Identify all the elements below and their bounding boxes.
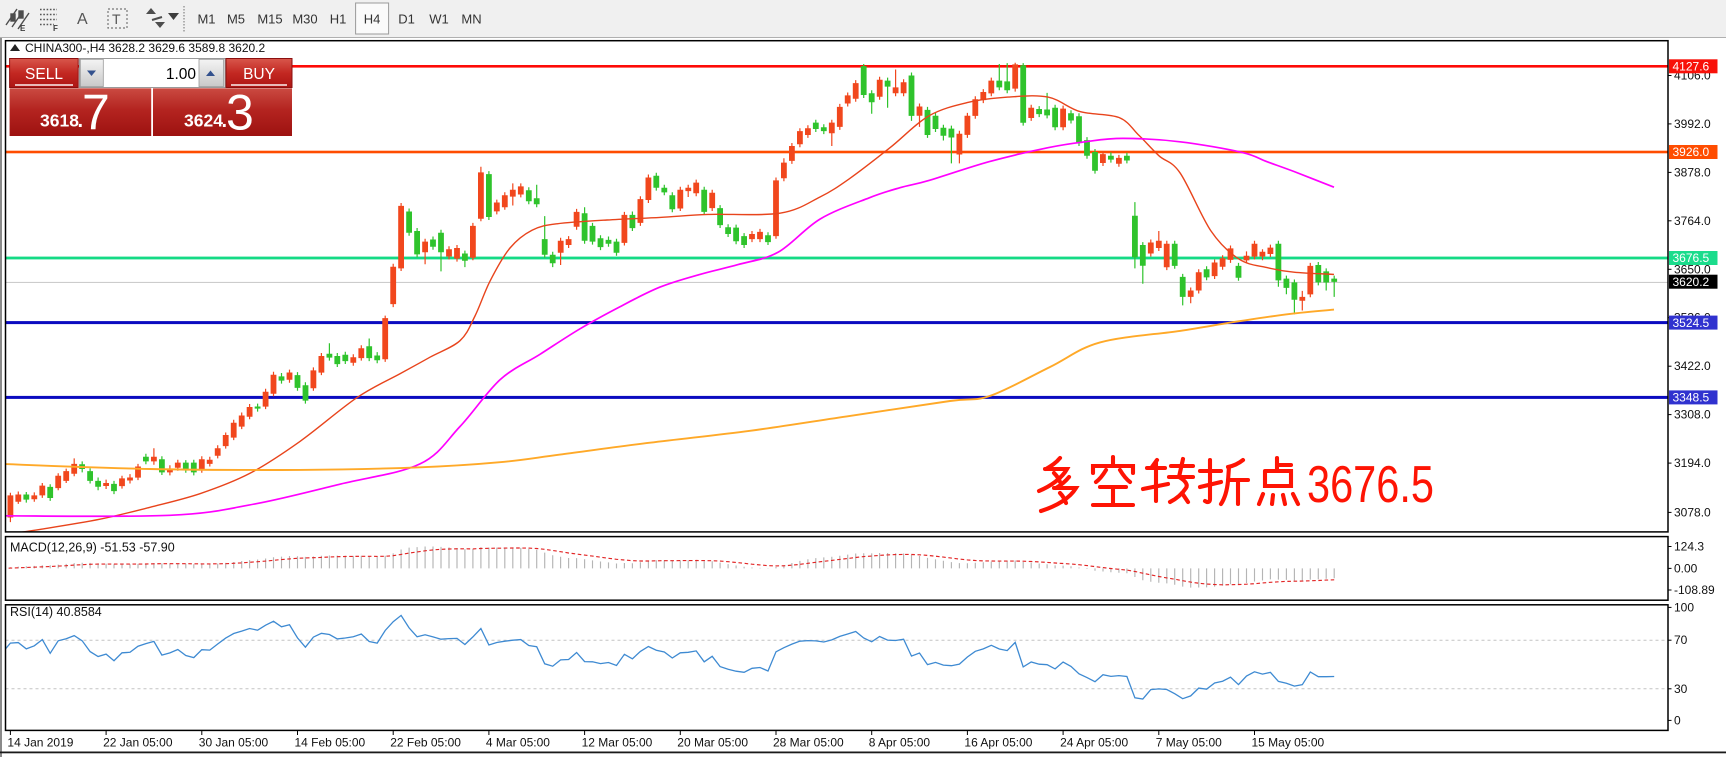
svg-text:3764.0: 3764.0 [1674, 214, 1711, 228]
svg-text:14 Jan 2019: 14 Jan 2019 [7, 736, 73, 750]
svg-text:T: T [112, 11, 121, 27]
svg-text:M5: M5 [227, 12, 245, 27]
svg-text:8 Apr 05:00: 8 Apr 05:00 [869, 736, 931, 750]
svg-text:.: . [222, 110, 228, 132]
svg-text:3878.0: 3878.0 [1674, 165, 1711, 179]
svg-text:3676.5: 3676.5 [1673, 251, 1710, 265]
svg-text:0: 0 [1674, 713, 1681, 727]
svg-text:4127.6: 4127.6 [1673, 60, 1710, 74]
svg-text:.: . [78, 110, 84, 132]
svg-text:28 Mar 05:00: 28 Mar 05:00 [773, 736, 844, 750]
svg-text:3676.5: 3676.5 [1307, 456, 1434, 514]
svg-text:F: F [53, 24, 58, 33]
svg-text:3078.0: 3078.0 [1674, 505, 1711, 519]
svg-text:124.3: 124.3 [1674, 540, 1704, 554]
svg-text:0.00: 0.00 [1674, 561, 1698, 575]
svg-text:4 Mar 05:00: 4 Mar 05:00 [486, 736, 550, 750]
svg-text:3524.5: 3524.5 [1673, 316, 1710, 330]
svg-text:3348.5: 3348.5 [1673, 391, 1710, 405]
svg-text:W1: W1 [429, 12, 449, 27]
svg-text:D1: D1 [398, 12, 415, 27]
svg-text:12 Mar 05:00: 12 Mar 05:00 [582, 736, 653, 750]
svg-text:MACD(12,26,9) -51.53 -57.90: MACD(12,26,9) -51.53 -57.90 [10, 541, 175, 555]
svg-text:3194.0: 3194.0 [1674, 456, 1711, 470]
svg-text:7: 7 [82, 85, 110, 141]
svg-text:100: 100 [1674, 600, 1694, 614]
svg-text:BUY: BUY [243, 66, 275, 83]
svg-text:7 May 05:00: 7 May 05:00 [1156, 736, 1222, 750]
svg-text:H1: H1 [330, 12, 347, 27]
svg-text:30 Jan 05:00: 30 Jan 05:00 [199, 736, 269, 750]
svg-text:3: 3 [226, 85, 254, 141]
svg-text:3618: 3618 [40, 111, 79, 131]
svg-text:22 Feb 05:00: 22 Feb 05:00 [390, 736, 461, 750]
svg-text:M15: M15 [257, 12, 282, 27]
svg-text:14 Feb 05:00: 14 Feb 05:00 [295, 736, 366, 750]
svg-text:-108.89: -108.89 [1674, 583, 1715, 597]
svg-text:30: 30 [1674, 682, 1688, 696]
svg-text:3624: 3624 [184, 111, 223, 131]
svg-text:3308.0: 3308.0 [1674, 408, 1711, 422]
svg-text:RSI(14) 40.8584: RSI(14) 40.8584 [10, 605, 102, 619]
svg-text:A: A [77, 11, 88, 28]
svg-text:15 May 05:00: 15 May 05:00 [1252, 736, 1325, 750]
svg-text:3422.0: 3422.0 [1674, 359, 1711, 373]
svg-text:3926.0: 3926.0 [1673, 145, 1710, 159]
svg-text:3650.0: 3650.0 [1674, 262, 1711, 276]
svg-text:22 Jan 05:00: 22 Jan 05:00 [103, 736, 173, 750]
svg-text:CHINA300-,H4 3628.2 3629.6 35: CHINA300-,H4 3628.2 3629.6 3589.8 3620.2 [25, 41, 266, 55]
svg-text:3620.2: 3620.2 [1673, 275, 1710, 289]
svg-text:SELL: SELL [25, 66, 63, 83]
svg-text:16 Apr 05:00: 16 Apr 05:00 [964, 736, 1032, 750]
svg-text:20 Mar 05:00: 20 Mar 05:00 [677, 736, 748, 750]
svg-text:M1: M1 [197, 12, 215, 27]
svg-text:M30: M30 [292, 12, 317, 27]
svg-text:24 Apr 05:00: 24 Apr 05:00 [1060, 736, 1128, 750]
svg-text:1.00: 1.00 [166, 66, 197, 83]
svg-text:MN: MN [461, 12, 481, 27]
svg-text:70: 70 [1674, 633, 1688, 647]
svg-text:3992.0: 3992.0 [1674, 117, 1711, 131]
svg-text:H4: H4 [364, 12, 381, 27]
svg-text:E: E [20, 24, 26, 33]
